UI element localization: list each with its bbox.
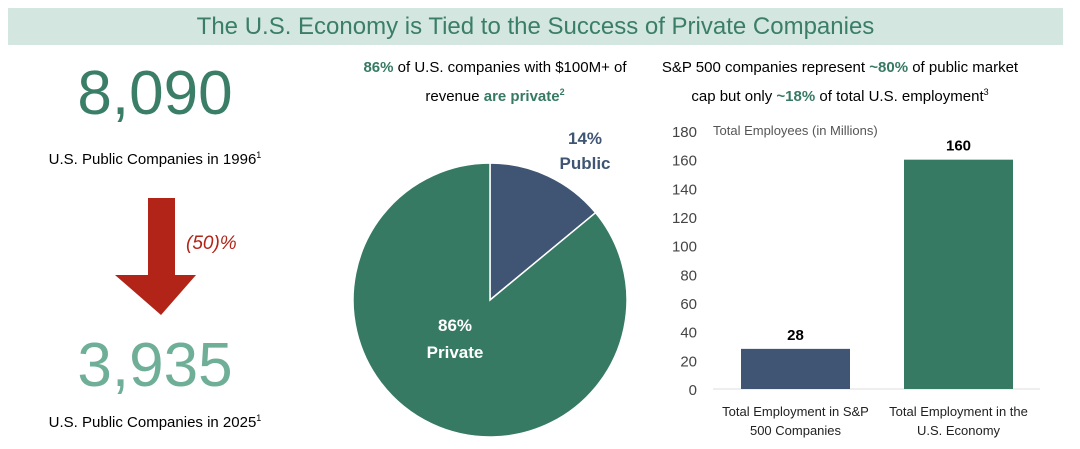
footnote-3: 3: [983, 87, 989, 97]
bar: [741, 348, 850, 389]
pie-label-public: 14% Public: [545, 126, 625, 176]
footnote-1b: 1: [256, 413, 262, 423]
r-text1: S&P 500 companies represent: [661, 59, 870, 76]
y-tick-label: 140: [672, 181, 697, 198]
pie-label-private: 86% Private: [415, 312, 495, 366]
chart-title: Total Employees (in Millions): [713, 123, 878, 138]
footnote-2: 2: [559, 87, 565, 97]
y-tick-label: 100: [672, 239, 697, 256]
page-title: The U.S. Economy is Tied to the Success …: [8, 8, 1063, 45]
pie-header: 86% of U.S. companies with $100M+ of rev…: [335, 56, 655, 109]
h-text2: revenue: [425, 88, 484, 105]
h-text1: of U.S. companies with $100M+ of: [393, 59, 627, 76]
label-2025-text: U.S. Public Companies in 2025: [48, 414, 257, 431]
label-1996-text: U.S. Public Companies in 1996: [48, 151, 257, 168]
bar-value-label: 28: [787, 327, 804, 344]
y-tick-label: 40: [680, 325, 697, 342]
h-bold: are private: [483, 88, 560, 105]
down-arrow-icon: [115, 198, 196, 315]
r-text2: of public market: [908, 59, 1019, 76]
y-tick-label: 80: [680, 267, 697, 284]
r-b2: ~18%: [776, 88, 816, 105]
y-tick-label: 160: [672, 153, 697, 170]
y-tick-label: 0: [689, 382, 697, 399]
r-text4: of total U.S. employment: [815, 88, 984, 105]
x-category-label: U.S. Economy: [917, 423, 1001, 438]
y-tick-label: 180: [672, 124, 697, 141]
bar: [904, 159, 1013, 389]
pie-chart: [352, 162, 628, 438]
x-category-label: Total Employment in S&P: [722, 404, 869, 419]
h-pct: 86%: [363, 59, 394, 76]
count-1996: 8,090: [77, 59, 233, 128]
label-1996: U.S. Public Companies in 19961: [5, 150, 305, 168]
label-2025: U.S. Public Companies in 20251: [5, 413, 305, 431]
pie-slice-public: [489, 162, 597, 302]
public-pct: 14%: [567, 129, 603, 148]
x-category-label: 500 Companies: [750, 423, 842, 438]
y-tick-label: 60: [680, 296, 697, 313]
count-2025: 3,935: [77, 331, 233, 400]
footnote-1: 1: [256, 150, 262, 160]
y-tick-label: 120: [672, 210, 697, 227]
private-pct: 86%: [437, 316, 473, 335]
bar-header: S&P 500 companies represent ~80% of publ…: [660, 56, 1020, 109]
public-name: Public: [559, 154, 611, 173]
change-percent: (50)%: [186, 233, 237, 254]
r-b1: ~80%: [869, 59, 909, 76]
private-name: Private: [426, 343, 484, 362]
r-text3: cap but only: [691, 88, 777, 105]
x-category-label: Total Employment in the: [889, 404, 1028, 419]
pie-slice-private: [352, 162, 628, 438]
bar-value-label: 160: [946, 138, 971, 155]
y-tick-label: 20: [680, 353, 697, 370]
bar-chart: 0 20 40 60 80 100 120 140 160 180 Total Employees …: [672, 123, 1040, 438]
